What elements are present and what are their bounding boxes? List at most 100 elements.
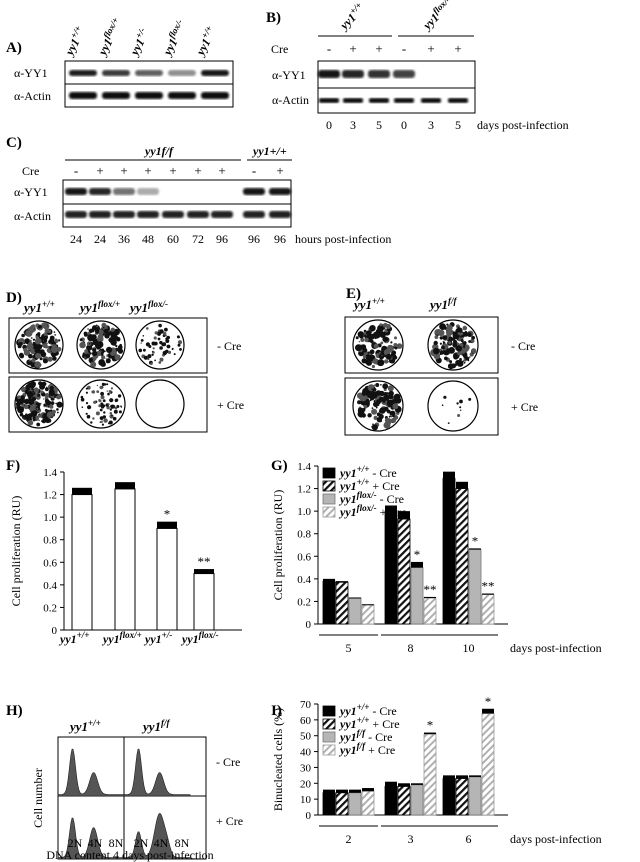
panel-d-dish-colony [103,411,106,414]
panel-e-dish-colony [360,344,367,350]
panel-e-dish-colony [366,330,372,336]
panel-c-hour: 24 [94,232,106,246]
panel-h-xtick: 4N [88,836,103,850]
panel-h-xlabel: DNA content 4 days post-infection [46,848,213,862]
panel-g-significance: * [472,533,479,548]
panel-h-genotypes: yy1+/+ yy1f/f [68,718,171,734]
panel-g-ytick-label: 0.4 [297,574,311,586]
panel-d-dish-colony [102,326,105,329]
panel-e-label: E) [346,286,361,302]
panel-e-dish-colony [434,335,439,339]
panel-g-legend-rest: + Cre [377,505,407,519]
panel-i-bar [361,790,375,816]
panel-e-dish-colony [370,384,375,389]
panel-c-actin-band [89,211,111,218]
panel-c-actin-band [269,211,291,218]
panel-e-dish-colony [460,339,464,343]
panel-g-errorbar [349,597,361,599]
panel-e-dish-colony [369,325,376,332]
panel-d-dish-colony [47,356,53,362]
panel-g-legend-swatch [322,480,336,492]
panel-d-dish-colony [21,333,25,338]
panel-d-genotype-1: yy1flox/+ [78,299,120,315]
panel-e-dish-colony [464,330,467,334]
panel-d-dish-colony [81,398,83,400]
panel-e-row-label-minus: - Cre [511,339,535,353]
panel-f-ytick-label: 0.8 [43,535,57,547]
panel-c-actin-band [187,211,209,218]
panel-e-dish-colony [462,325,468,331]
panel-g-errorbar [362,604,374,606]
panel-g-errorbar [336,581,348,583]
panel-d-dish-colony [39,357,43,361]
panel-c-cre-signs: - + + + + + + - + [74,163,284,178]
panel-d-dish-colony [107,403,110,406]
panel-b-day: 0 [326,118,332,132]
panel-d-dish-colony [27,420,34,426]
panel-d-dish-colony [100,421,103,423]
panel-d-dish-colony [36,422,41,427]
panel-e-dish-colony [369,333,375,340]
panel-d-genotypes: yy1+/+ yy1flox/+ yy1flox/- [22,299,168,315]
panel-d-dish-colony [142,335,145,337]
panel-e-dish-colony [387,385,394,392]
panel-d-dish-colony [107,392,110,396]
panel-d-dish-colony [38,419,40,422]
panel-d-dish-colony [42,343,48,348]
panel-e-dish-colony [458,338,461,342]
panel-d-dish-colony [93,346,96,349]
panel-d-dish-colony [27,326,35,334]
panel-e-dish-colony [392,355,396,359]
panel-e-dish-colony [393,343,398,347]
panel-h-genotype-0-sup: +/+ [88,718,101,728]
panel-e-dish-colony [369,399,372,402]
panel-i-ytick-label: 20 [300,778,312,790]
panel-h-genotype-1-sup: f/f [161,718,170,728]
panel-d-dish-colony [140,339,144,342]
panel-d-dish-colony [157,337,161,341]
panel-h-genotype-0: yy1+/+ [68,718,101,734]
panel-i-legend-swatch [322,731,336,743]
panel-e-dish-colony [380,341,384,345]
panel-e-dish-colony [362,355,367,359]
panel-a-bands [69,70,229,99]
panel-b-cre-sign: + [375,41,382,56]
panel-c-hour: 96 [248,232,260,246]
panel-d-dish-colony [110,404,115,409]
panel-d-dish-colony [152,351,155,354]
panel-a-yy1-band [135,70,163,76]
panel-i-legend-rest: + Cre [365,743,395,757]
panel-e-dish-colony [379,331,386,338]
panel-c-yy1-band [269,188,291,195]
panel-d-dish-colony [23,349,30,356]
panel-b-cre-sign: + [427,41,434,56]
panel-b-cre-sign: + [349,41,356,56]
panel-i-errorbar [336,789,348,793]
panel-c-yy1-band [89,188,111,195]
panel-e-dish-colony [383,327,386,330]
panel-i-legend-label: yy1f/f + Cre [338,741,395,757]
panel-f-category-label: yy1flox/- [180,630,219,646]
panel-d-dish-colony [35,352,41,359]
panel-e-dish-colony [458,328,463,333]
panel-g-bar [384,510,398,625]
panel-e-dish-colony [372,358,379,365]
panel-f-category-label-base: yy1 [180,632,199,646]
panel-d-dish-colony [89,343,91,345]
panel-i-significance: * [427,718,434,733]
panel-a-genotype-3-base: yy1 [159,36,180,59]
panel-d-dish-colony [30,337,33,339]
panel-c-hour: 72 [192,232,204,246]
panel-g-bar [361,604,375,625]
panel-f-ylabel: Cell proliferation (RU) [9,496,23,607]
panel-i-errorbar [398,783,410,787]
panel-d-dish-colony [50,401,55,405]
panel-d-dish-colony [37,393,41,397]
panel-d-dish-colony [140,342,142,344]
panel-d-dish [14,320,64,370]
panel-g-legend-swatch [322,467,336,479]
panel-d-dish-colony [114,398,119,403]
panel-b-yy1-band [393,70,415,78]
panel-e-dish-colony [394,346,398,350]
panel-d-dish-colony [98,329,104,335]
